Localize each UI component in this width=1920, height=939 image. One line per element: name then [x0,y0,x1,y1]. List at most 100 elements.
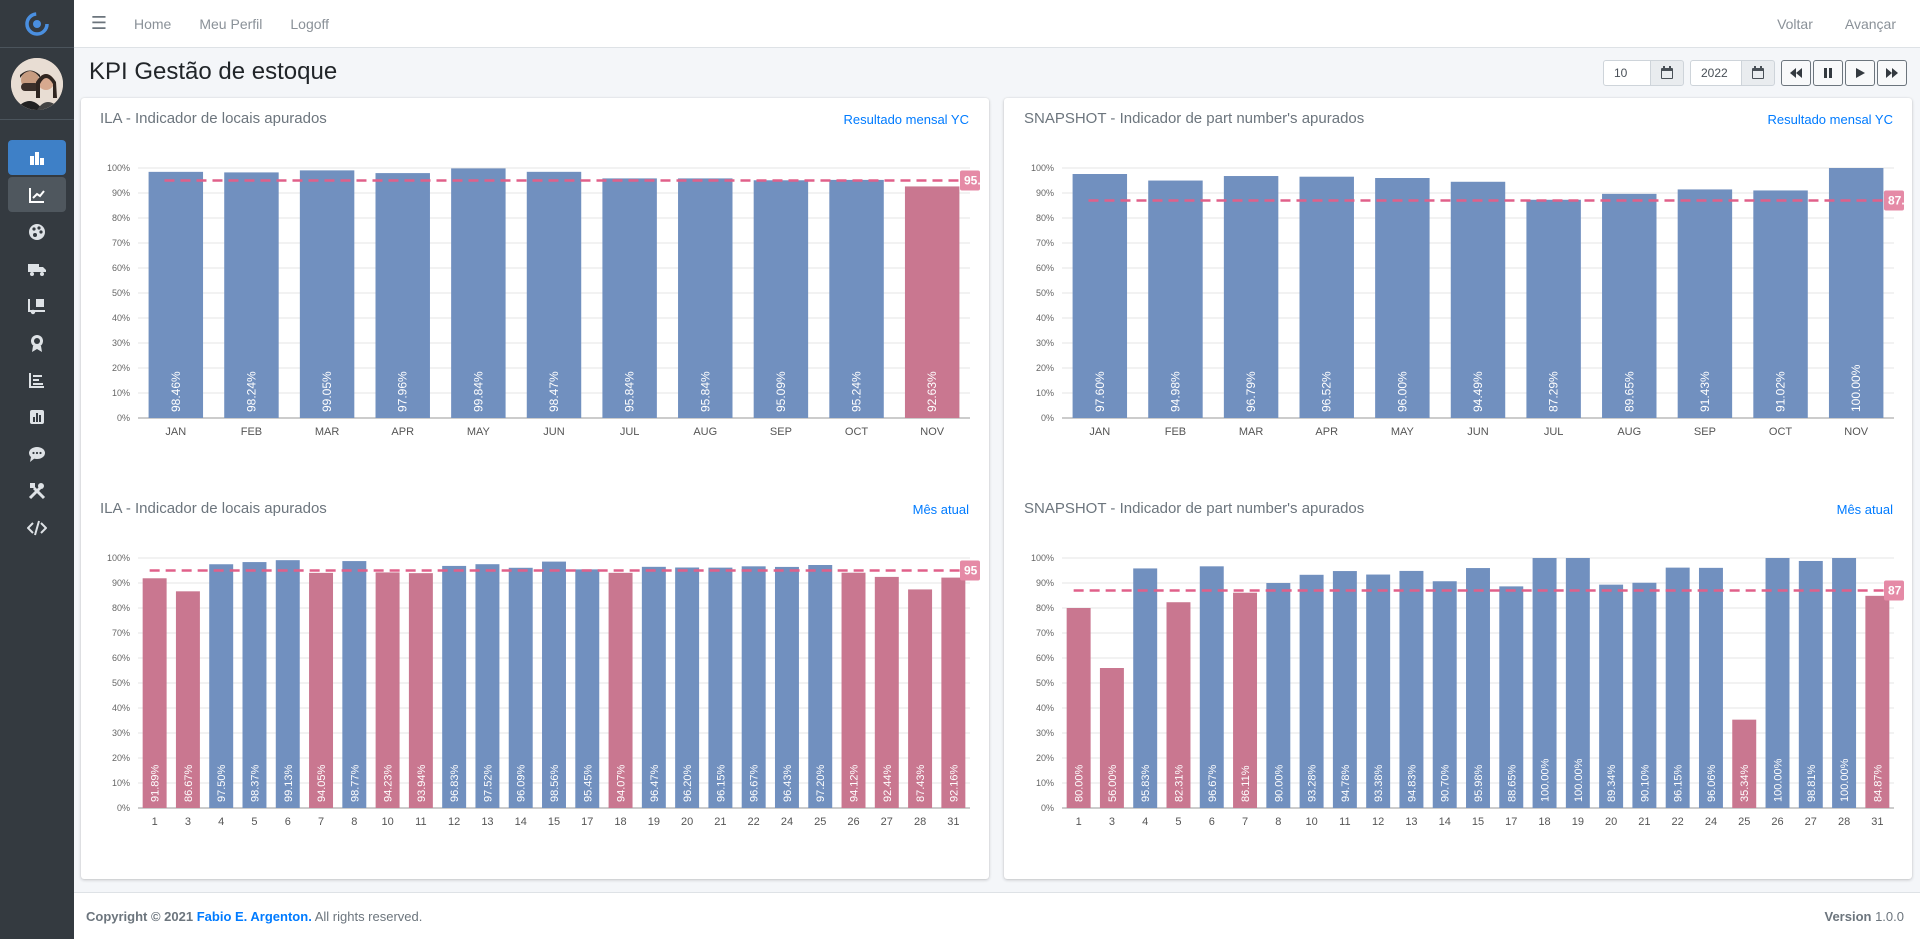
chart-bar[interactable] [1399,570,1424,808]
chart-bar[interactable] [908,589,933,808]
chart-bar[interactable] [1765,558,1790,808]
chart-bar[interactable] [309,572,334,808]
chart-bar[interactable] [1532,558,1557,808]
chart-bar[interactable] [602,178,657,418]
chart-bar[interactable] [1223,176,1279,418]
chart-bar[interactable] [1677,189,1733,418]
chart-bar[interactable] [678,178,733,418]
chart-bar[interactable] [1148,180,1203,418]
chart-bar[interactable] [1602,193,1657,418]
pause-button[interactable] [1813,60,1843,86]
chart-bar[interactable] [275,560,300,808]
chart-link-ila-daily[interactable]: Mês atual [912,502,969,517]
hamburger-icon[interactable]: ☰ [90,13,108,33]
chart-bar[interactable] [242,562,267,808]
chart-bar[interactable] [1066,608,1091,808]
year-input[interactable]: 2022 [1690,60,1742,86]
chart-bar[interactable] [1133,568,1158,808]
chart-bar[interactable] [1753,190,1808,418]
chart-bar[interactable] [299,170,355,418]
rewind-button[interactable] [1781,60,1811,86]
chart-bar[interactable] [675,567,700,809]
chart-bar[interactable] [708,567,733,808]
chart-bar[interactable] [1299,176,1354,418]
nav-link-logoff[interactable]: Logoff [290,15,330,32]
chart-bar[interactable] [753,180,809,418]
chart-bar[interactable] [1599,584,1624,808]
nav-item-list[interactable] [8,362,66,397]
nav-item-report[interactable] [8,399,66,434]
chart-bar[interactable] [408,573,433,808]
nav-item-kpi[interactable] [8,177,66,212]
chart-bar[interactable] [1099,668,1124,808]
chart-bar[interactable] [1233,592,1258,808]
chart-bar[interactable] [1832,558,1857,808]
chart-bar[interactable] [1072,174,1128,418]
forward-link[interactable]: Avançar [1844,15,1896,32]
brand-logo[interactable] [0,0,74,48]
play-button[interactable] [1845,60,1875,86]
chart-bar[interactable] [741,566,766,808]
nav-link-home[interactable]: Home [134,15,172,32]
fast-forward-button[interactable] [1877,60,1907,86]
chart-bar[interactable] [874,576,899,808]
chart-bar[interactable] [1366,574,1391,808]
chart-bar[interactable] [774,566,799,808]
year-calendar-button[interactable] [1741,60,1775,86]
month-calendar-button[interactable] [1650,60,1684,86]
chart-bar[interactable] [1166,602,1191,808]
chart-bar[interactable] [475,564,500,808]
chart-bar[interactable] [342,561,367,808]
nav-item-truck[interactable] [8,251,66,286]
chart-bar[interactable] [1632,582,1657,808]
chart-bar[interactable] [1732,719,1757,808]
chart-bar[interactable] [224,172,279,418]
chart-bar[interactable] [1828,168,1884,418]
nav-link-profile[interactable]: Meu Perfil [199,15,263,32]
chart-bar[interactable] [1865,595,1890,808]
chart-bar[interactable] [829,179,884,418]
chart-bar[interactable] [1332,571,1357,808]
chart-bar[interactable] [508,567,533,808]
chart-bar[interactable] [542,561,566,808]
chart-bar[interactable] [1526,199,1581,418]
month-input[interactable]: 10 [1603,60,1651,86]
chart-bar[interactable] [941,577,966,808]
chart-bar[interactable] [451,168,506,418]
nav-item-gauge[interactable] [8,214,66,249]
chart-bar[interactable] [575,569,600,808]
chart-bar[interactable] [1450,181,1506,418]
chart-bar[interactable] [142,578,167,808]
chart-bar[interactable] [148,171,204,418]
chart-bar[interactable] [1499,586,1524,808]
nav-item-code[interactable] [8,510,66,545]
chart-bar[interactable] [1432,581,1457,808]
nav-item-dashboard[interactable] [8,140,66,175]
nav-item-award[interactable] [8,325,66,360]
chart-bar[interactable] [641,566,666,808]
chart-bar[interactable] [175,591,200,808]
chart-bar[interactable] [841,572,866,808]
chart-bar[interactable] [1565,558,1590,808]
chart-bar[interactable] [375,173,430,418]
nav-item-tools[interactable] [8,473,66,508]
chart-bar[interactable] [375,572,400,808]
chart-bar[interactable] [1665,567,1690,808]
chart-link-snapshot-daily[interactable]: Mês atual [1836,502,1893,517]
chart-bar[interactable] [1798,560,1823,808]
chart-bar[interactable] [526,171,582,418]
avatar[interactable] [11,57,63,110]
chart-bar[interactable] [442,565,467,808]
nav-item-chat[interactable] [8,436,66,471]
chart-bar[interactable] [608,572,633,808]
chart-bar[interactable] [1466,568,1490,808]
chart-bar[interactable] [1375,178,1430,418]
chart-bar[interactable] [1299,574,1324,808]
chart-bar[interactable] [209,564,234,808]
footer-author[interactable]: Fabio E. Argenton. [196,908,312,924]
back-link[interactable]: Voltar [1777,15,1813,32]
chart-link-ila-monthly[interactable]: Resultado mensal YC [843,112,970,127]
chart-link-snapshot-monthly[interactable]: Resultado mensal YC [1767,112,1894,127]
chart-bar[interactable] [1266,583,1291,808]
chart-bar[interactable] [1199,566,1224,808]
